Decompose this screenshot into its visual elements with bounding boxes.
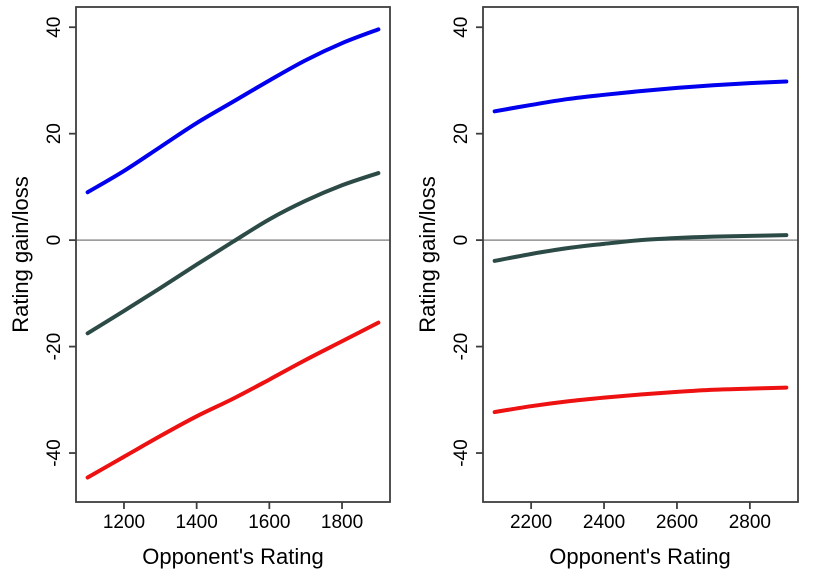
y-tick-label: 0	[44, 235, 65, 246]
y-tick-label: 20	[451, 123, 472, 144]
y-tick-label: -20	[44, 333, 65, 360]
y-tick-label: 20	[44, 123, 65, 144]
darkslate-middle-curve	[85, 171, 381, 336]
x-tick-label: 1200	[103, 512, 145, 533]
plot-box	[482, 6, 799, 503]
x-tick-label: 1800	[321, 512, 363, 533]
x-tick-label: 1600	[248, 512, 290, 533]
blue-upper-curve	[85, 27, 381, 195]
x-tick-label: 2800	[729, 512, 771, 533]
plot-box	[75, 6, 391, 503]
y-axis-title-right: Rating gain/loss	[415, 176, 440, 333]
y-tick-label: 0	[451, 235, 472, 246]
y-axis-title-left: Rating gain/loss	[8, 176, 33, 333]
left-plot-panel: 1200 1400 1600 1800 -40 -20 0 20 40	[44, 6, 391, 533]
y-tick-label: -20	[451, 333, 472, 360]
blue-upper-curve	[492, 79, 789, 114]
y-tick-label: -40	[451, 439, 472, 466]
x-axis-title-right: Opponent's Rating	[549, 544, 731, 569]
right-plot-panel: 2200 2400 2600 2800 -40 -20 0 20 40	[451, 6, 799, 533]
red-lower-curve	[85, 320, 381, 480]
y-tick-label: -40	[44, 439, 65, 466]
x-axis-title-left: Opponent's Rating	[142, 544, 324, 569]
red-lower-curve	[492, 385, 789, 415]
y-tick-label: 40	[451, 17, 472, 38]
x-tick-label: 2600	[656, 512, 698, 533]
y-tick-label: 40	[44, 17, 65, 38]
x-tick-label: 2200	[510, 512, 552, 533]
darkslate-middle-curve	[492, 233, 789, 263]
x-tick-label: 2400	[583, 512, 625, 533]
x-tick-label: 1400	[176, 512, 218, 533]
